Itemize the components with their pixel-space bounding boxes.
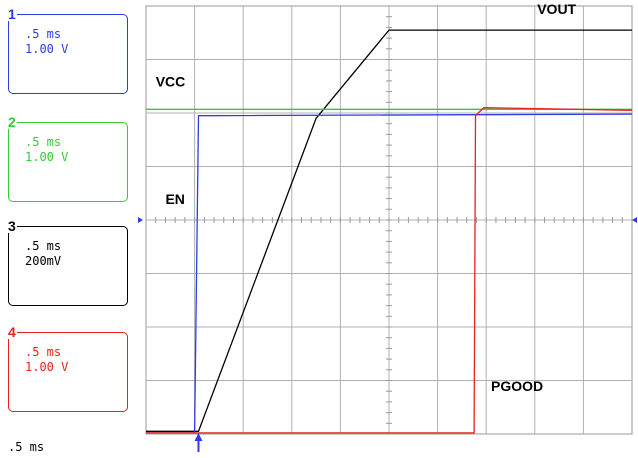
right-level-marker-icon [632,217,637,223]
label-vout: VOUT [537,1,576,17]
channel-4-time: .5 ms [25,345,62,359]
channel-4-box: 4 .5 ms 1.00 V [7,325,128,412]
trace-pgood [146,107,633,434]
trace-labels: VOUT VCC EN PGOOD [156,1,577,394]
traces [146,29,633,434]
label-vcc: VCC [156,73,186,89]
channel-1-time: .5 ms [25,27,62,41]
channel-2-volts: 1.00 V [25,150,69,164]
channel-2-box: 2 .5 ms 1.00 V [7,115,128,202]
channel-1-volts: 1.00 V [25,42,69,56]
channel-3-volts: 200mV [25,254,62,268]
channel-2-time: .5 ms [25,135,62,149]
channel-1-number: 1 [7,6,17,22]
channel-4-number: 4 [7,324,17,340]
trace-vout [146,29,632,432]
channel-4-volts: 1.00 V [25,360,69,374]
left-level-marker-icon [138,217,143,223]
markers [138,217,637,452]
label-en: EN [165,191,184,207]
channel-2-number: 2 [7,114,17,130]
channel-3-time: .5 ms [25,239,62,253]
label-pgood: PGOOD [491,378,543,394]
channel-1-box: 1 .5 ms 1.00 V [7,7,128,94]
trigger-arrowhead-icon [194,433,203,441]
channel-3-box: 3 .5 ms 200mV [7,219,128,306]
timebase-readout: .5 ms [8,440,45,454]
graticule [145,5,633,435]
channel-3-number: 3 [7,218,17,234]
